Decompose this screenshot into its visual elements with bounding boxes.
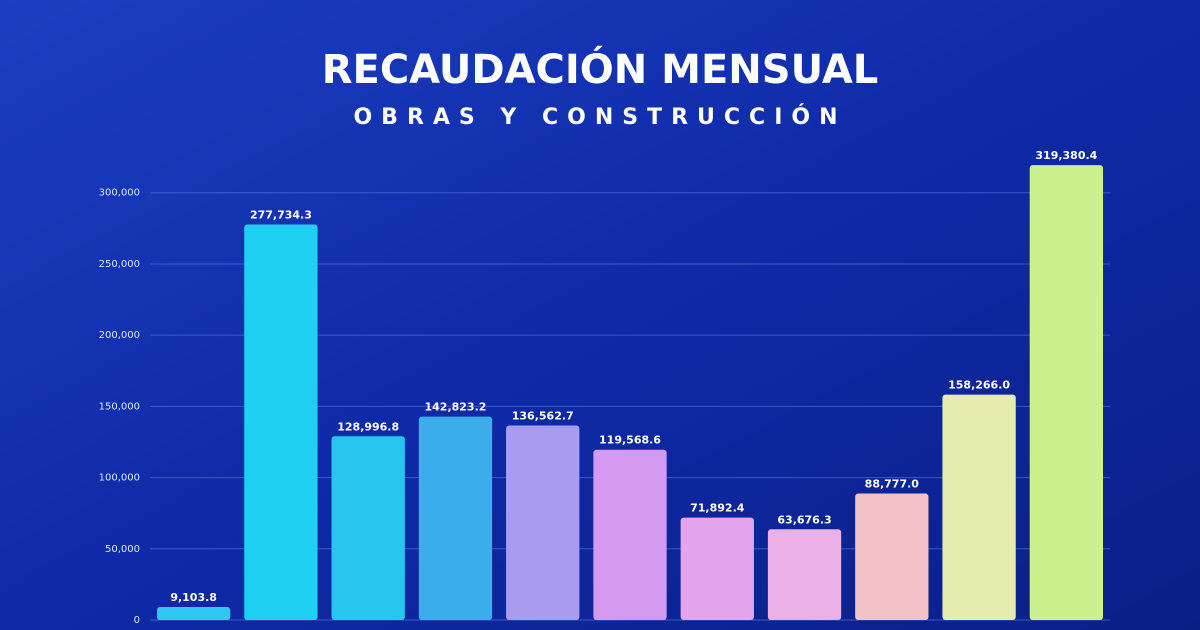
value-label: 136,562.7 <box>512 410 574 423</box>
bar <box>767 529 842 620</box>
chart-subtitle: OBRAS Y CONSTRUCCIÓN <box>353 104 846 130</box>
bar <box>855 493 929 620</box>
y-tick-label: 200,000 <box>99 330 140 341</box>
y-tick-label: 50,000 <box>105 544 140 555</box>
value-label: 63,676.3 <box>777 513 831 526</box>
chart-title: RECAUDACIÓN MENSUAL <box>322 45 879 93</box>
value-label: 158,266.0 <box>948 379 1010 392</box>
y-tick-label: 300,000 <box>99 188 140 199</box>
value-label: 88,777.0 <box>865 478 920 491</box>
value-label: 319,380.4 <box>1035 149 1097 162</box>
bar <box>942 394 1016 620</box>
bar <box>418 416 493 620</box>
bar <box>156 607 231 620</box>
bar <box>331 436 405 620</box>
value-label: 128,996.8 <box>337 420 399 433</box>
bar <box>1029 165 1104 620</box>
value-label: 71,892.4 <box>690 502 745 515</box>
value-label: 119,568.6 <box>599 434 661 447</box>
bar <box>680 517 754 620</box>
y-tick-label: 150,000 <box>99 401 140 412</box>
value-label: 9,103.8 <box>170 591 217 604</box>
value-label: 142,823.2 <box>424 401 486 414</box>
y-tick-label: 0 <box>134 615 140 626</box>
value-label: 277,734.3 <box>250 208 312 221</box>
y-tick-label: 250,000 <box>99 259 140 270</box>
y-tick-label: 100,000 <box>99 473 140 484</box>
bar <box>593 449 667 620</box>
bar <box>244 224 318 620</box>
bar <box>506 425 580 620</box>
